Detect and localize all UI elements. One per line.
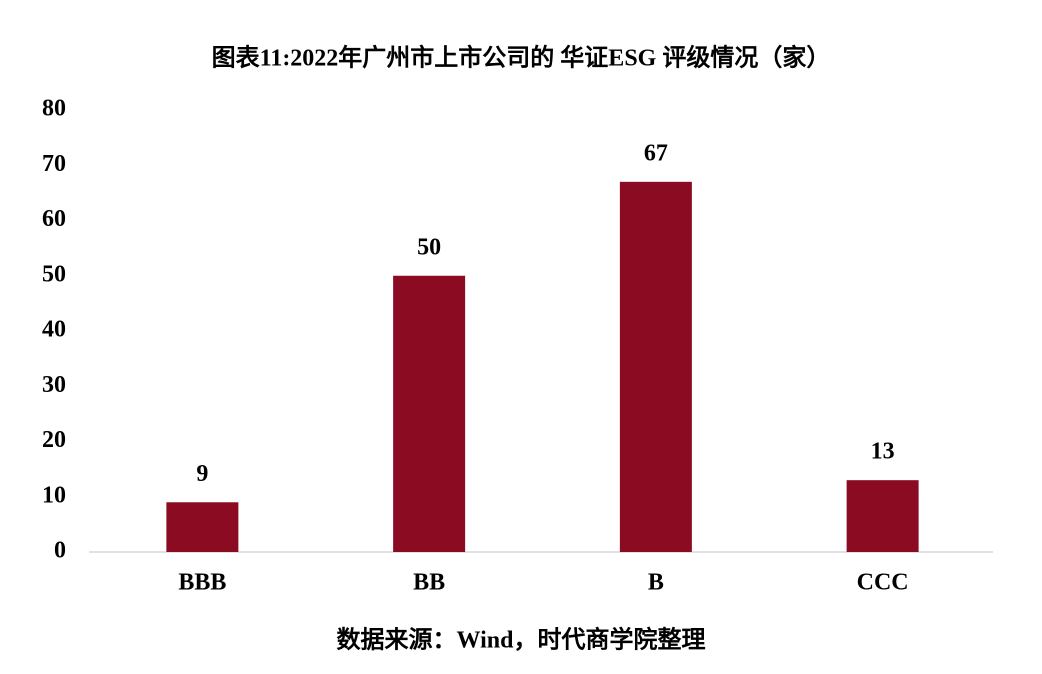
source-note: 数据来源：Wind，时代商学院整理 bbox=[337, 626, 706, 654]
bar bbox=[846, 480, 919, 552]
x-tick-label: BB bbox=[413, 570, 445, 596]
y-tick-label: 80 bbox=[42, 96, 66, 122]
chart-title: 图表11:2022年广州市上市公司的 华证ESG 评级情况（家） bbox=[212, 44, 831, 72]
y-tick-label: 0 bbox=[54, 538, 66, 564]
data-label: 9 bbox=[196, 461, 208, 487]
data-label: 67 bbox=[644, 140, 668, 166]
y-tick-label: 60 bbox=[42, 206, 66, 232]
x-tick-label: B bbox=[648, 570, 664, 596]
x-tick-label: CCC bbox=[857, 570, 909, 596]
y-tick-label: 70 bbox=[42, 151, 66, 177]
y-tick-label: 20 bbox=[42, 427, 66, 453]
y-tick-label: 30 bbox=[42, 372, 66, 398]
x-tick-label: BBB bbox=[178, 570, 226, 596]
y-tick-label: 40 bbox=[42, 317, 66, 343]
data-label: 13 bbox=[871, 439, 895, 465]
bar bbox=[393, 275, 466, 552]
y-tick-label: 50 bbox=[42, 261, 66, 287]
bar bbox=[166, 502, 239, 552]
y-tick-label: 10 bbox=[42, 482, 66, 508]
data-label: 50 bbox=[417, 234, 441, 260]
bar bbox=[619, 181, 692, 552]
